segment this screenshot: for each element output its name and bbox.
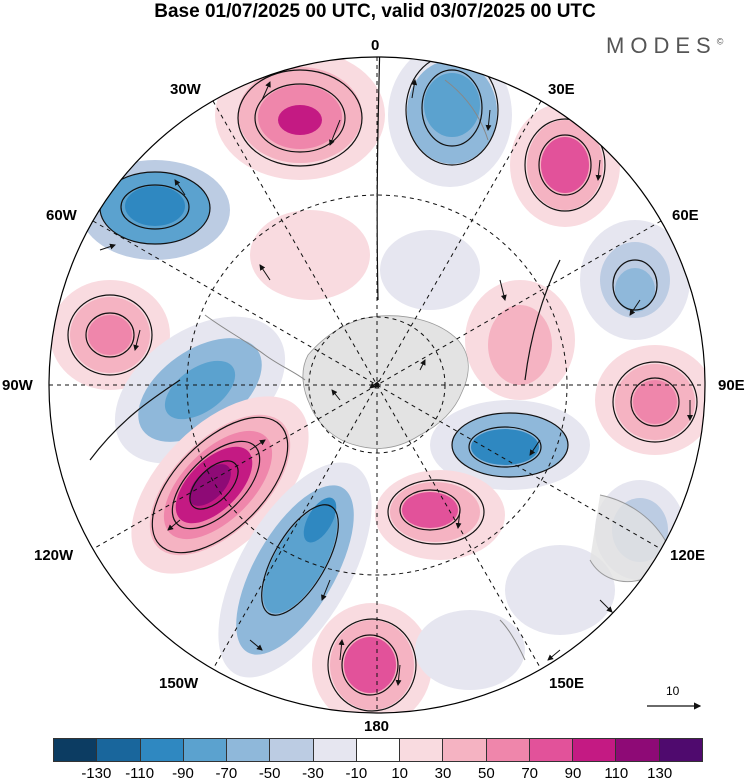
label-180: 180 [364, 718, 390, 735]
colorbar [53, 738, 703, 762]
colorbar-tick-label: 90 [564, 765, 582, 782]
flow-vortices [67, 57, 698, 712]
label-150w: 150W [159, 675, 199, 692]
colorbar-swatch [400, 739, 444, 761]
coastline-new-zealand [499, 619, 526, 661]
colorbar-swatch [659, 739, 702, 761]
colorbar-swatch [183, 739, 228, 761]
label-60w: 60W [46, 207, 77, 224]
label-120w: 120W [34, 547, 74, 564]
colorbar-tick-label: -90 [172, 765, 194, 782]
flow-arrows [99, 79, 693, 686]
colorbar-swatch [616, 739, 660, 761]
colorbar-tick-label: 110 [604, 765, 629, 782]
colorbar-tick-label: -70 [215, 765, 238, 782]
chart-title: Base 01/07/2025 00 UTC, valid 03/07/2025… [154, 1, 596, 22]
colorbar-swatch [140, 739, 184, 761]
brand-name: MODES [606, 33, 717, 58]
colorbar-tick-label: 70 [521, 765, 538, 782]
colorbar-tick-label: -30 [302, 765, 324, 782]
colorbar-tick-label: -110 [125, 765, 155, 782]
label-90w: 90W [2, 377, 33, 394]
antarctica-landmass [302, 315, 469, 449]
colorbar-swatch [313, 739, 357, 761]
colorbar-tick-label: 50 [477, 765, 495, 782]
label-120e: 120E [670, 547, 706, 564]
colorbar-swatch [529, 739, 574, 761]
colorbar-swatch [573, 739, 617, 761]
map-boundary [48, 56, 706, 714]
colorbar-swatch [54, 739, 98, 761]
colorbar-tick-label: -10 [345, 765, 368, 782]
label-0: 0 [371, 37, 380, 54]
colorbar-swatch [486, 739, 530, 761]
modes-logo: MODES© [606, 33, 723, 59]
label-30e: 30E [548, 81, 575, 98]
colorbar-tick-label: -50 [258, 765, 281, 782]
brand-mark: © [716, 36, 724, 47]
label-60e: 60E [672, 207, 699, 224]
colorbar-tick-label: -130 [81, 765, 112, 782]
colorbar-tick-label: 130 [647, 765, 673, 782]
coastline-africa [444, 79, 489, 141]
colorbar-swatch [227, 739, 271, 761]
colorbar-tick-label: 10 [391, 765, 408, 782]
polar-map [48, 56, 706, 714]
vector-reference-label: 10 [666, 684, 680, 698]
label-150e: 150E [549, 675, 585, 692]
colorbar-swatch [443, 739, 487, 761]
colorbar-tick-label: 30 [434, 765, 452, 782]
colorbar-swatch [97, 739, 141, 761]
colorbar-swatch [356, 739, 401, 761]
label-30w: 30W [170, 81, 201, 98]
label-90e: 90E [718, 377, 745, 394]
colorbar-swatch [270, 739, 314, 761]
coastline-south-america [204, 314, 306, 381]
